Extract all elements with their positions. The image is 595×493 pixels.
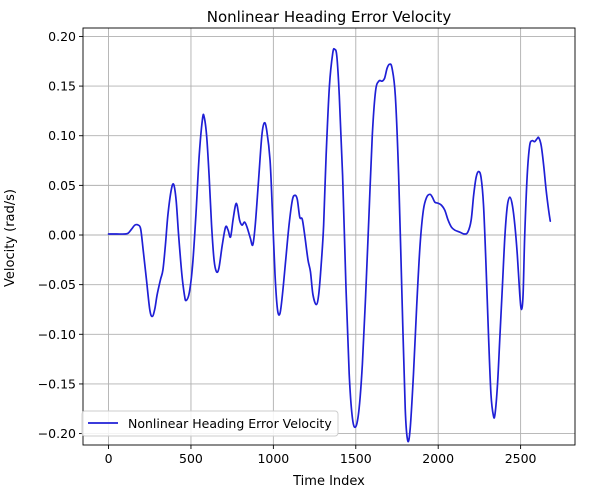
x-axis-title: Time Index (292, 474, 365, 489)
y-tick-label: −0.10 (38, 327, 76, 342)
x-tick-label: 1500 (340, 451, 372, 466)
y-tick-label: −0.15 (38, 376, 76, 391)
legend-box (81, 410, 339, 437)
y-tick-label: 0.00 (48, 228, 76, 243)
x-tick-label: 2000 (422, 451, 454, 466)
x-axis-ticks: 0 500 1000 1500 2000 2500 (105, 445, 537, 466)
x-tick-label: 500 (179, 451, 203, 466)
y-tick-label: 0.05 (48, 178, 76, 193)
y-tick-label: −0.05 (38, 277, 76, 292)
x-tick-label: 2500 (505, 451, 537, 466)
y-tick-label: 0.20 (48, 29, 76, 44)
legend: Nonlinear Heading Error Velocity (81, 410, 339, 437)
plot-area-frame (82, 27, 576, 446)
legend-label: Nonlinear Heading Error Velocity (128, 416, 332, 431)
y-axis-title: Velocity (rad/s) (3, 189, 18, 287)
y-axis-ticks: −0.20 −0.15 −0.10 −0.05 0.00 0.05 0.10 0.15 0.20 (38, 29, 83, 441)
chart-title: Nonlinear Heading Error Velocity (207, 8, 452, 26)
y-tick-label: −0.20 (38, 426, 76, 441)
x-tick-label: 1000 (257, 451, 289, 466)
y-tick-label: 0.15 (48, 79, 76, 94)
series-layer (107, 47, 552, 443)
y-tick-label: 0.10 (48, 128, 76, 143)
series-line (107, 47, 552, 443)
x-tick-label: 0 (105, 451, 113, 466)
